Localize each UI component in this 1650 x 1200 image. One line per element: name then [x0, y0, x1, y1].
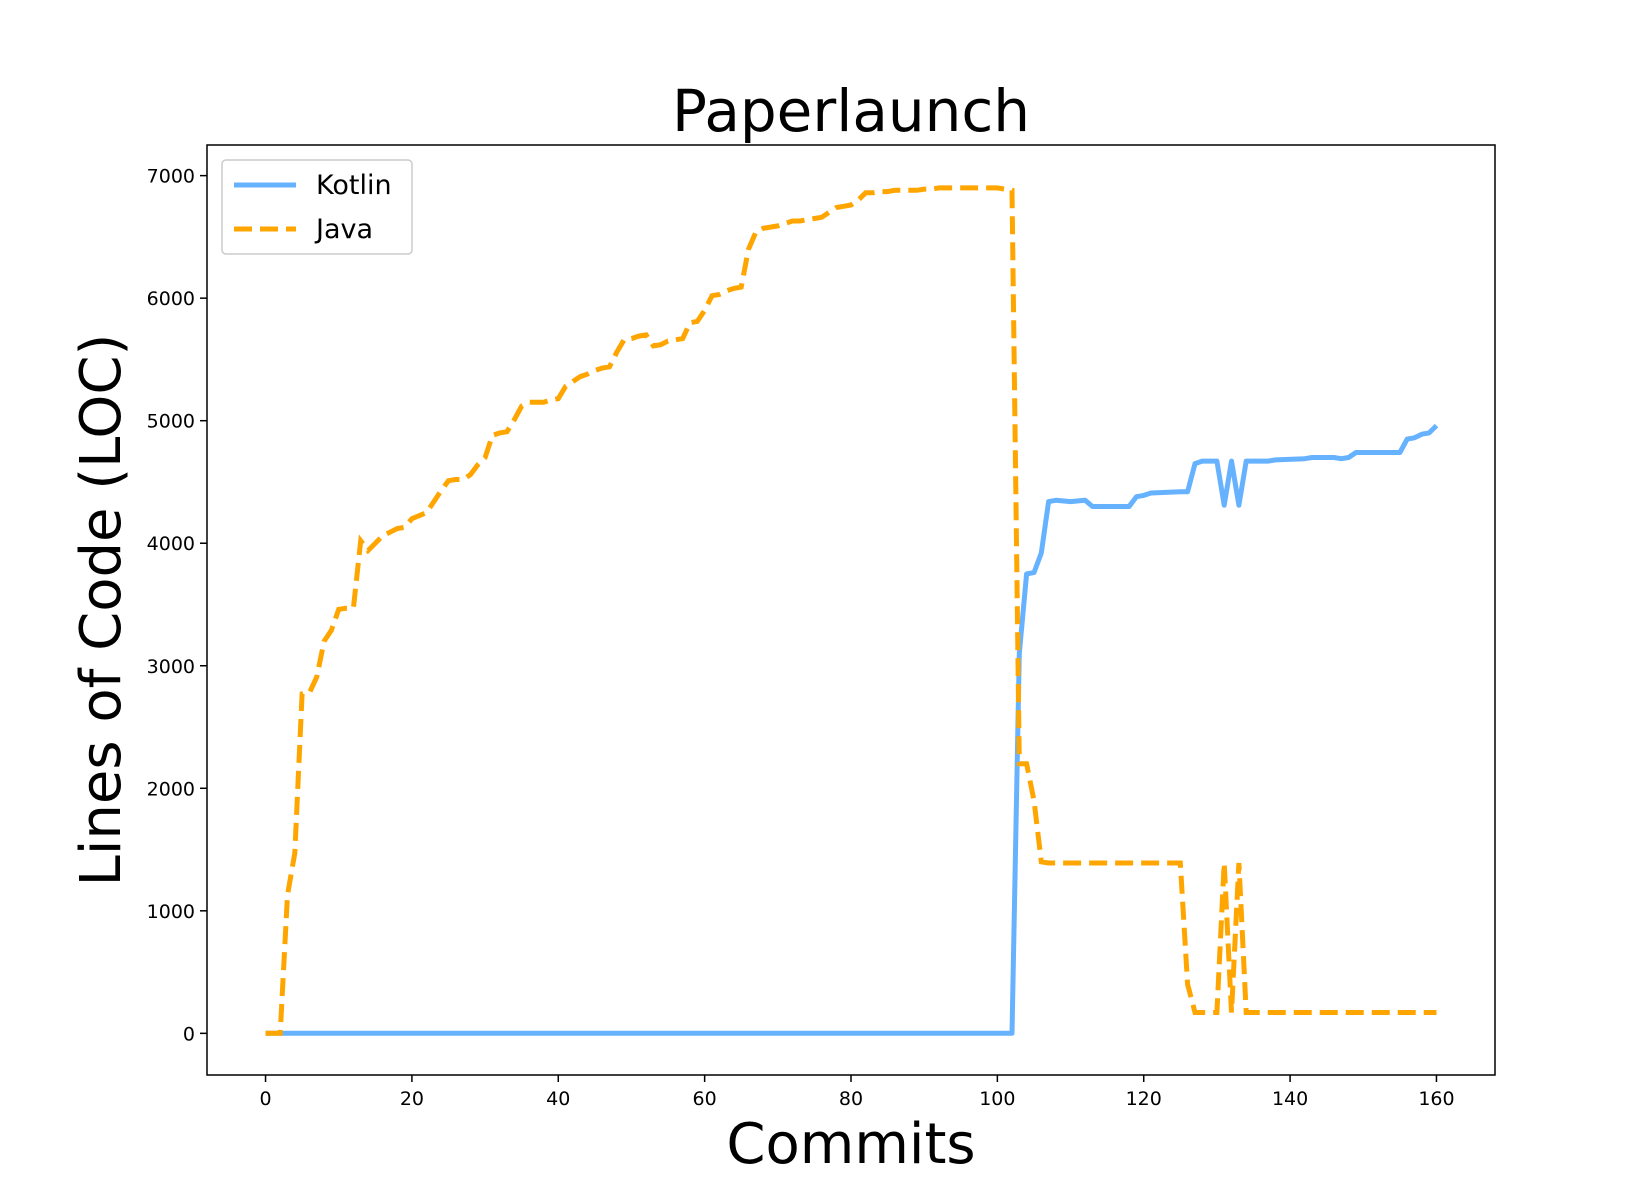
y-tick-label: 7000	[147, 166, 195, 188]
x-tick-label: 60	[693, 1088, 717, 1110]
y-axis-title: Lines of Code (LOC)	[69, 334, 134, 887]
y-tick-label: 5000	[147, 411, 195, 433]
x-tick-label: 40	[546, 1088, 570, 1110]
series-line-java	[265, 185, 1437, 1036]
y-tick-label: 0	[183, 1023, 195, 1045]
legend-label-kotlin: Kotlin	[316, 170, 392, 201]
series-line-kotlin	[265, 423, 1439, 1036]
y-tick-label: 1000	[147, 901, 195, 923]
x-tick-label: 20	[400, 1088, 424, 1110]
plot-area: 0 20 40 60 80 100 120 140 160 0 1000 2000 3000 4000 50…	[147, 144, 1496, 1110]
chart-title: Paperlaunch	[672, 77, 1030, 145]
legend-label-java: Java	[314, 214, 373, 245]
y-tick-label: 3000	[147, 656, 195, 678]
y-tick-label: 2000	[147, 778, 195, 800]
x-tick-label: 120	[1126, 1088, 1162, 1110]
y-tick-label: 6000	[147, 288, 195, 310]
x-tick-label: 160	[1418, 1088, 1454, 1110]
x-tick-label: 0	[259, 1088, 271, 1110]
y-tick-label: 4000	[147, 533, 195, 555]
x-tick-label: 140	[1272, 1088, 1308, 1110]
x-tick-label: 80	[839, 1088, 863, 1110]
x-axis-title: Commits	[726, 1112, 975, 1177]
x-tick-label: 100	[979, 1088, 1015, 1110]
